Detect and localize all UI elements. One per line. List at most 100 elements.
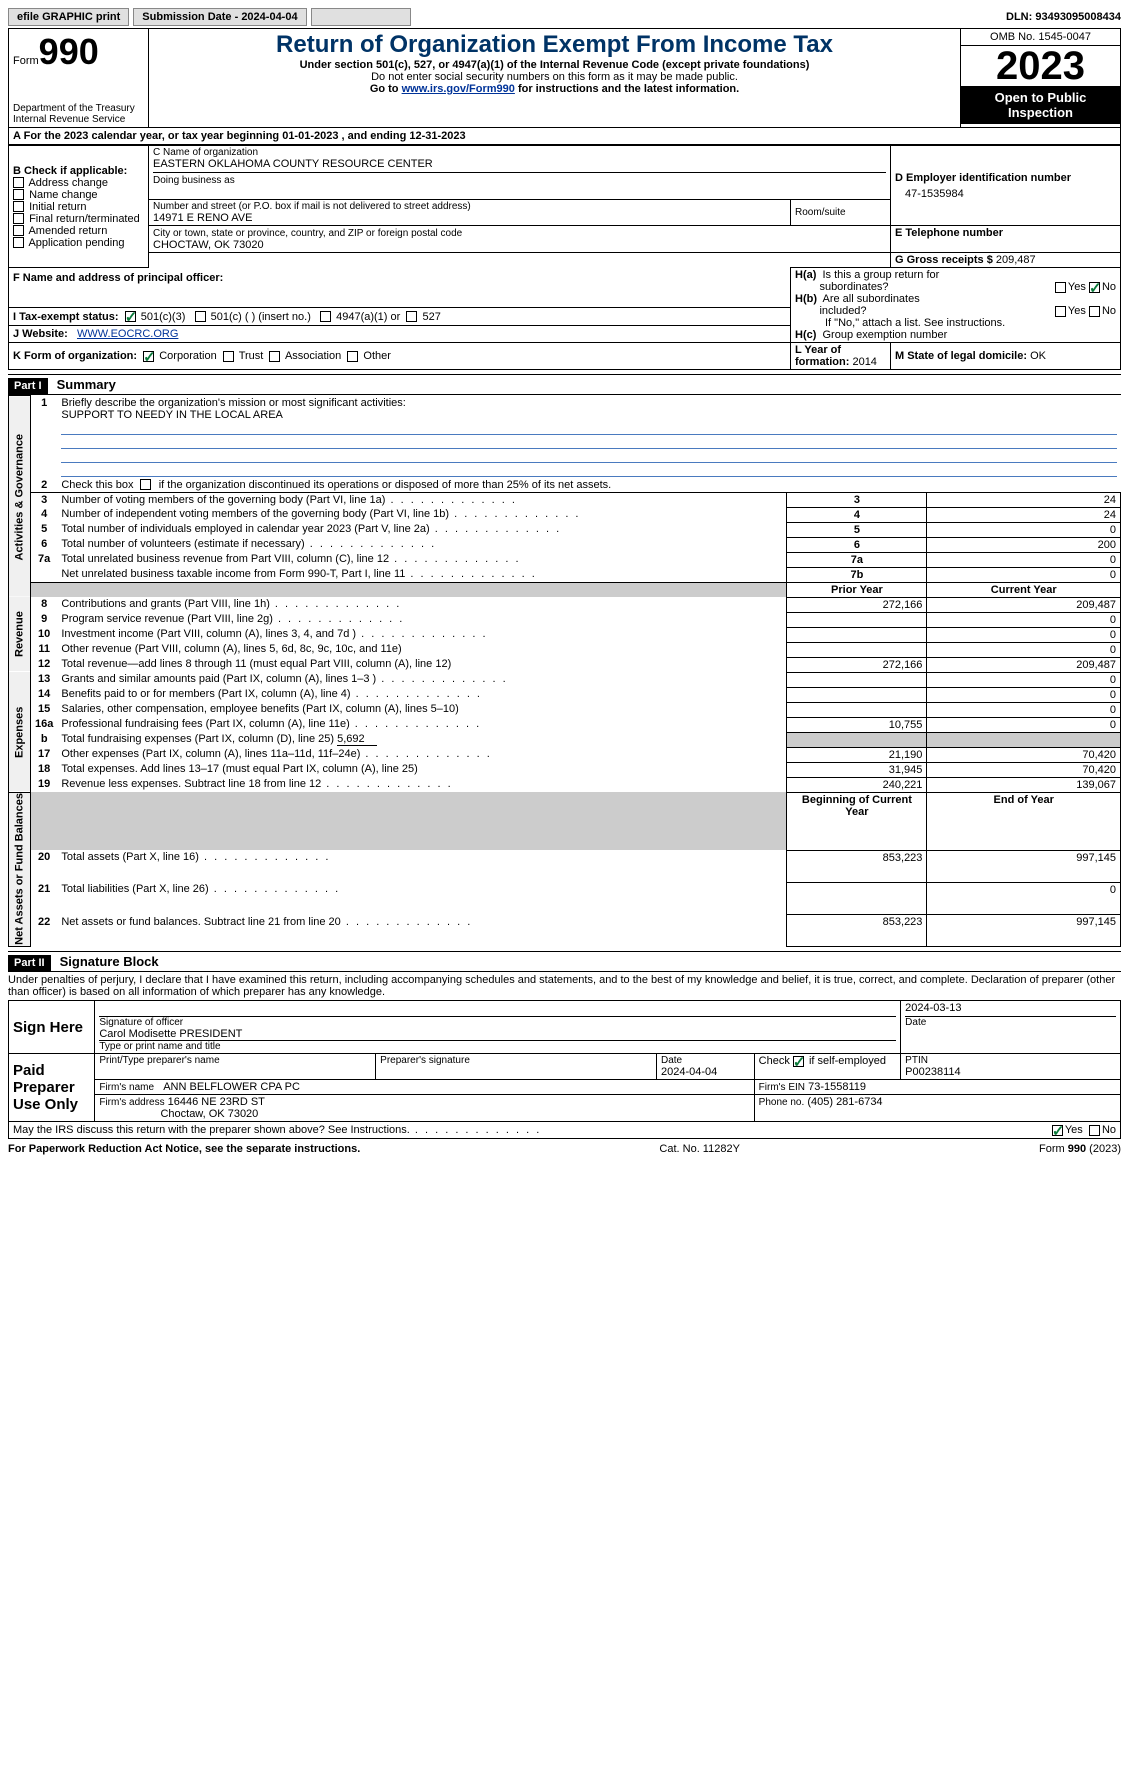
g-label: G Gross receipts $ (895, 254, 993, 266)
row-19: Revenue less expenses. Subtract line 18 … (57, 777, 787, 792)
b-name[interactable]: Name change (29, 189, 98, 201)
h-b: H(b) Are all subordinates included? Yes … (795, 293, 1116, 317)
c-street-label: Number and street (or P.O. box if mail i… (153, 201, 786, 212)
g-value: 209,487 (996, 254, 1036, 266)
row-11: Other revenue (Part VIII, column (A), li… (57, 642, 787, 657)
form-title: Return of Organization Exempt From Incom… (153, 31, 956, 59)
line-a: A For the 2023 calendar year, or tax yea… (8, 128, 1121, 145)
mission-label: Briefly describe the organization's miss… (61, 397, 405, 409)
b-addr[interactable]: Address change (28, 177, 108, 189)
officer-name: Carol Modisette PRESIDENT (99, 1028, 896, 1040)
h-b-note: If "No," attach a list. See instructions… (795, 317, 1116, 329)
c-street: 14971 E RENO AVE (153, 212, 786, 224)
i-527[interactable]: 527 (422, 311, 440, 323)
row-13: Grants and similar amounts paid (Part IX… (57, 672, 787, 687)
row-21: Total liabilities (Part X, line 26) (57, 882, 787, 914)
row-15: Salaries, other compensation, employee b… (57, 702, 787, 717)
declaration: Under penalties of perjury, I declare th… (8, 972, 1121, 1000)
exp-label: Expenses (9, 672, 31, 792)
b-amended[interactable]: Amended return (28, 225, 107, 237)
net-label: Net Assets or Fund Balances (9, 792, 31, 947)
open-inspection: Open to Public Inspection (961, 86, 1120, 124)
i-501c[interactable]: 501(c) ( ) (insert no.) (211, 311, 311, 323)
signature-table: Sign Here 2024-03-13 Signature of office… (8, 1000, 1121, 1122)
m-value: OK (1030, 350, 1046, 362)
i-4947[interactable]: 4947(a)(1) or (336, 311, 400, 323)
line2: Check this box if the organization disco… (57, 478, 1120, 493)
row-17: Other expenses (Part IX, column (A), lin… (57, 747, 787, 762)
k-assoc[interactable]: Association (285, 350, 341, 362)
row-12: Total revenue—add lines 8 through 11 (mu… (57, 657, 787, 672)
c-room-label: Room/suite (795, 207, 886, 218)
header-block: Form990 Department of the Treasury Inter… (8, 28, 1121, 128)
paid-preparer: Paid Preparer Use Only (9, 1054, 95, 1122)
row-4: Number of independent voting members of … (57, 507, 787, 522)
form-note1: Do not enter social security numbers on … (153, 71, 956, 83)
b-pending[interactable]: Application pending (28, 237, 124, 249)
c-dba-label: Doing business as (153, 175, 886, 186)
part-ii-header: Part II Signature Block (8, 951, 1121, 972)
b-label: B Check if applicable: (13, 165, 144, 177)
form-label: Form990 (13, 31, 144, 73)
row-18: Total expenses. Add lines 13–17 (must eq… (57, 762, 787, 777)
efile-button[interactable]: efile GRAPHIC print (8, 8, 129, 26)
row-7a: Total unrelated business revenue from Pa… (57, 552, 787, 567)
j-label: J Website: (13, 328, 68, 340)
d-label: D Employer identification number (895, 172, 1116, 184)
date-label: Date (905, 1016, 1116, 1028)
k-trust[interactable]: Trust (239, 350, 264, 362)
k-corp[interactable]: Corporation (159, 350, 216, 362)
b-final[interactable]: Final return/terminated (29, 213, 140, 225)
sig-officer-label: Signature of officer (99, 1016, 896, 1028)
row-16a: Professional fundraising fees (Part IX, … (57, 717, 787, 732)
gov-label: Activities & Governance (9, 396, 31, 598)
row-20: Total assets (Part X, line 16) (57, 850, 787, 882)
sign-date: 2024-03-13 (901, 1001, 1121, 1016)
summary-table: Activities & Governance 1 Briefly descri… (8, 395, 1121, 947)
sign-here: Sign Here (9, 1001, 95, 1054)
c-city-label: City or town, state or province, country… (153, 228, 886, 239)
m-label: M State of legal domicile: (895, 350, 1027, 362)
row-16b: Total fundraising expenses (Part IX, col… (57, 732, 787, 747)
form-note2: Go to www.irs.gov/Form990 for instructio… (153, 83, 956, 95)
row-10: Investment income (Part VIII, column (A)… (57, 627, 787, 642)
dept-label: Department of the Treasury Internal Reve… (13, 103, 144, 125)
tax-year: 2023 (961, 46, 1120, 86)
row-3: Number of voting members of the governin… (57, 492, 787, 507)
d-value: 47-1535984 (895, 184, 1116, 200)
topbar: efile GRAPHIC print Submission Date - 20… (8, 8, 1121, 26)
e-label: E Telephone number (895, 227, 1116, 239)
blank-button (311, 8, 411, 26)
form-subtitle: Under section 501(c), 527, or 4947(a)(1)… (153, 59, 956, 71)
discuss-row: May the IRS discuss this return with the… (8, 1122, 1121, 1139)
submission-date: Submission Date - 2024-04-04 (133, 8, 306, 26)
h-a: H(a) Is this a group return for subordin… (795, 269, 1116, 293)
i-label: I Tax-exempt status: (13, 311, 119, 323)
j-website[interactable]: WWW.EOCRC.ORG (77, 328, 178, 340)
dln: DLN: 93493095008434 (1006, 11, 1121, 23)
irs-link[interactable]: www.irs.gov/Form990 (402, 83, 515, 95)
rev-label: Revenue (9, 597, 31, 672)
part-i-header: Part I Summary (8, 374, 1121, 395)
l-label: L Year of formation: (795, 344, 849, 368)
c-name: EASTERN OKLAHOMA COUNTY RESOURCE CENTER (153, 158, 886, 170)
row-14: Benefits paid to or for members (Part IX… (57, 687, 787, 702)
f-label: F Name and address of principal officer: (13, 272, 223, 284)
row-8: Contributions and grants (Part VIII, lin… (57, 597, 787, 612)
c-city: CHOCTAW, OK 73020 (153, 239, 886, 251)
row-9: Program service revenue (Part VIII, line… (57, 612, 787, 627)
k-other[interactable]: Other (363, 350, 391, 362)
h-c: H(c) Group exemption number (795, 329, 1116, 341)
type-title-label: Type or print name and title (99, 1040, 896, 1052)
k-label: K Form of organization: (13, 350, 137, 362)
c-name-label: C Name of organization (153, 147, 886, 158)
row-5: Total number of individuals employed in … (57, 522, 787, 537)
row-6: Total number of volunteers (estimate if … (57, 537, 787, 552)
page-footer: For Paperwork Reduction Act Notice, see … (8, 1143, 1121, 1155)
row-7b: Net unrelated business taxable income fr… (57, 567, 787, 582)
b-initial[interactable]: Initial return (29, 201, 86, 213)
mission-text: SUPPORT TO NEEDY IN THE LOCAL AREA (61, 409, 283, 421)
i-501c3[interactable]: 501(c)(3) (141, 311, 186, 323)
row-22: Net assets or fund balances. Subtract li… (57, 915, 787, 947)
l-value: 2014 (852, 356, 876, 368)
